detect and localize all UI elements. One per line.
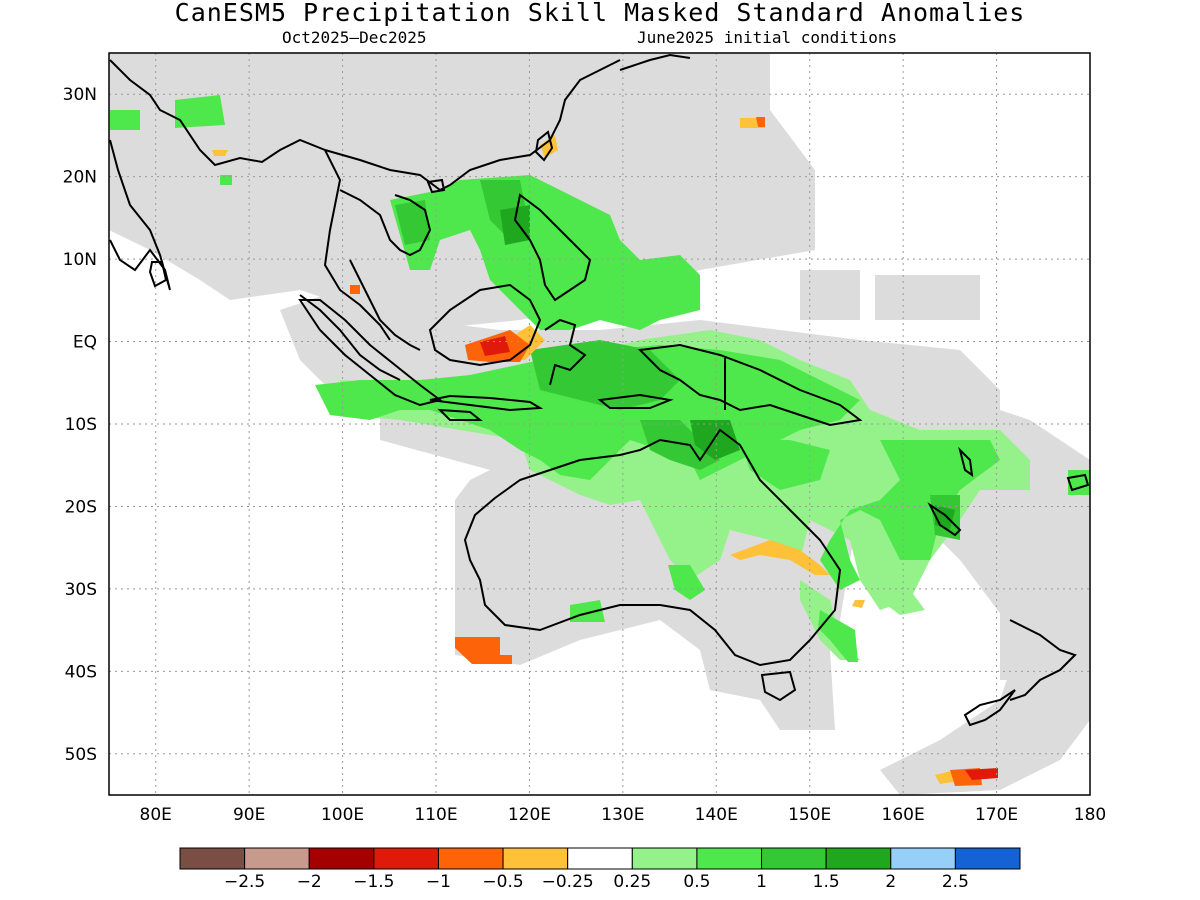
legend-label: −2 [297, 872, 322, 892]
legend-label: 1 [756, 872, 767, 892]
legend-swatch [373, 847, 439, 870]
longitude-axis-labels: 80E 90E 100E 110E 120E 130E 140E 150E 160E 170E 18… [140, 805, 1107, 825]
legend-swatch [437, 847, 504, 870]
legend-swatch [890, 847, 956, 870]
lat-tick-label: 50S [65, 745, 97, 765]
chart-title: CanESM5 Precipitation Skill Masked Stand… [174, 0, 1026, 27]
color-legend: −2.5 −2 −1.5 −1 −0.5 −0.25 0.25 0.5 1 1.5 2 2.5 [179, 847, 1021, 892]
lon-tick-label: 170E [975, 805, 1018, 825]
lat-tick-label: 20N [63, 168, 97, 188]
lat-tick-label: EQ [73, 333, 97, 353]
legend-swatch [696, 847, 763, 870]
lon-tick-label: 140E [695, 805, 738, 825]
lon-tick-label: 90E [233, 805, 265, 825]
lat-tick-label: 30N [63, 85, 97, 105]
legend-label: 0.25 [613, 872, 651, 892]
legend-swatch [954, 847, 1021, 870]
lon-tick-label: 80E [140, 805, 172, 825]
lon-tick-label: 150E [788, 805, 831, 825]
lat-tick-label: 40S [65, 662, 97, 682]
map-area [109, 53, 1090, 795]
legend-swatch [244, 847, 310, 870]
legend-label: 1.5 [813, 872, 840, 892]
legend-swatch [825, 847, 892, 870]
lat-tick-label: 20S [65, 497, 97, 517]
lon-tick-label: 110E [414, 805, 457, 825]
coastlines [109, 53, 1090, 727]
map-gridlines [109, 53, 1090, 795]
latitude-axis-labels: 30N 20N 10N EQ 10S 20S 30S 40S 50S [63, 85, 97, 765]
legend-swatch [631, 847, 698, 870]
lon-tick-label: 120E [508, 805, 551, 825]
legend-swatch [502, 847, 569, 870]
lat-tick-label: 30S [65, 580, 97, 600]
legend-label: −0.5 [482, 872, 523, 892]
lon-tick-label: 160E [882, 805, 925, 825]
legend-label: −1.5 [353, 872, 394, 892]
lon-tick-label: 130E [601, 805, 644, 825]
subtitle-period: Oct2025–Dec2025 [282, 28, 427, 47]
legend-label: −0.25 [542, 872, 594, 892]
legend-label: 2 [885, 872, 896, 892]
legend-swatch [308, 847, 375, 870]
lon-tick-label: 100E [321, 805, 364, 825]
legend-swatch [179, 847, 246, 870]
legend-swatch [567, 847, 633, 870]
legend-label: −2.5 [224, 872, 265, 892]
legend-swatch [761, 847, 827, 870]
lon-tick-label: 180 [1074, 805, 1106, 825]
legend-label: −1 [426, 872, 451, 892]
lat-tick-label: 10N [63, 250, 97, 270]
subtitle-initial-conditions: June2025 initial conditions [637, 28, 898, 47]
legend-label: 0.5 [683, 872, 710, 892]
lat-tick-label: 10S [65, 415, 97, 435]
map-frame [108, 52, 1091, 796]
legend-label: 2.5 [942, 872, 969, 892]
